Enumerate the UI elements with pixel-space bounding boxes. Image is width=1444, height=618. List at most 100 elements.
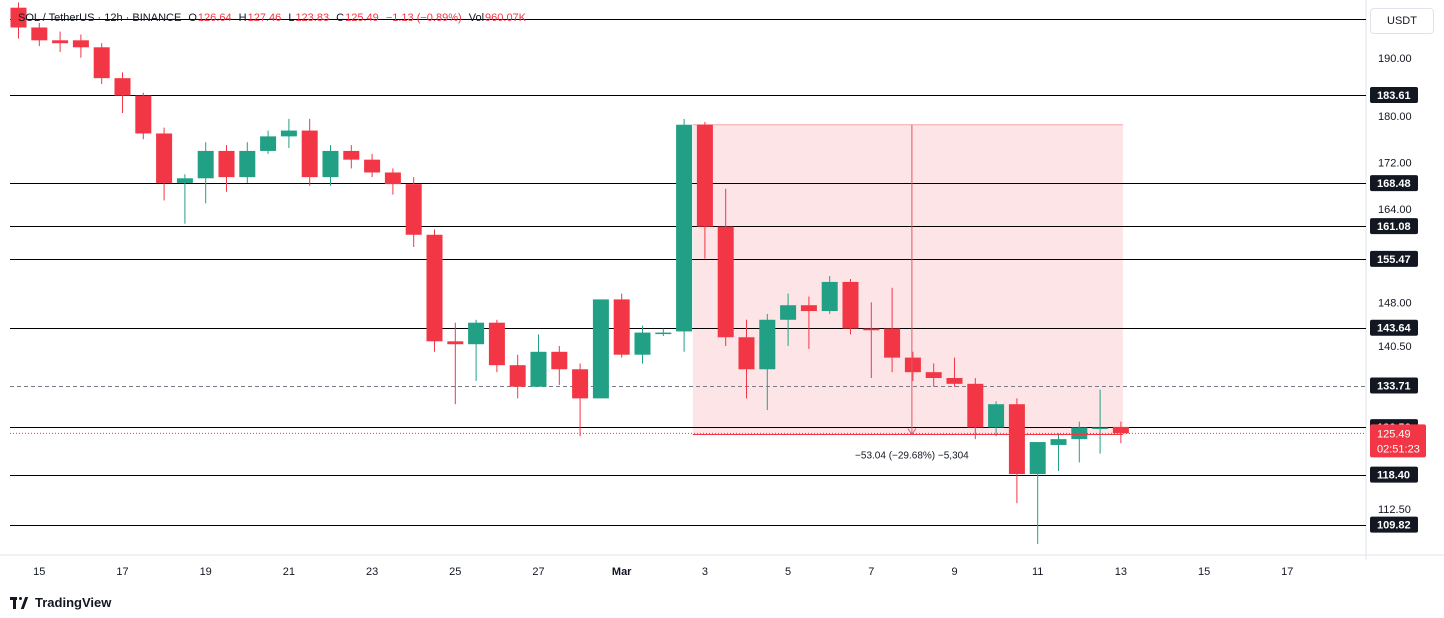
- candle-18: [384, 168, 401, 195]
- candle-body: [1050, 439, 1067, 445]
- x-tick-label-2: 19: [200, 566, 212, 578]
- x-tick-label-8: 3: [702, 566, 708, 578]
- x-tick-label-0: 15: [33, 566, 45, 578]
- candle-body: [176, 178, 193, 183]
- candle-7: [156, 127, 173, 201]
- candle-32: [676, 118, 693, 352]
- level-label-text: 118.40: [1377, 470, 1410, 482]
- candle-body: [1029, 442, 1046, 475]
- current-price-label: 125.49 02:51:23: [1370, 424, 1426, 458]
- candle-39: [821, 276, 838, 314]
- candle-1: [31, 22, 48, 47]
- legend-symbol: SOL / TetherUS: [18, 12, 95, 24]
- candle-body: [821, 281, 838, 312]
- x-tick-label-4: 23: [366, 566, 378, 578]
- candle-10: [218, 145, 235, 192]
- candle-body: [10, 7, 27, 28]
- candle-body: [52, 40, 69, 44]
- level-label-bg: [1370, 86, 1418, 103]
- legend-vol-label: Vol: [468, 12, 485, 24]
- tradingview-icon: [10, 596, 30, 609]
- candle-5: [114, 72, 131, 114]
- candle-30: [634, 325, 651, 364]
- candle-body: [551, 351, 568, 370]
- candle-body: [280, 130, 297, 137]
- candle-body: [447, 341, 464, 345]
- legend-change: −1.13 (−0.89%): [385, 12, 462, 24]
- legend-high: 127.46: [247, 12, 282, 24]
- candle-15: [322, 145, 339, 186]
- candle-body: [114, 78, 131, 96]
- candle-27: [572, 363, 589, 437]
- candle-body: [72, 40, 89, 48]
- candle-33: [696, 121, 713, 259]
- level-label-text: 183.61: [1377, 90, 1411, 102]
- candle-45: [946, 357, 963, 387]
- candle-48: [1008, 398, 1025, 504]
- candle-16: [343, 145, 360, 169]
- candle-body: [260, 136, 277, 151]
- level-label-text: 109.82: [1377, 520, 1411, 532]
- candle-3: [72, 34, 89, 58]
- candle-34: [717, 188, 734, 346]
- measure-arrowhead: [907, 428, 917, 436]
- level-label-bg: [1370, 466, 1418, 483]
- level-label-0: 183.61: [1370, 86, 1418, 103]
- candle-body: [717, 226, 734, 338]
- candle-body: [488, 322, 505, 366]
- candle-body: [31, 27, 48, 41]
- candle-41: [863, 302, 880, 378]
- candle-body: [925, 372, 942, 378]
- candle-body: [343, 150, 360, 160]
- candle-23: [488, 319, 505, 373]
- candle-46: [967, 378, 984, 440]
- level-label-bg: [1370, 250, 1418, 267]
- legend-volume: 960.07K: [485, 12, 527, 24]
- current-price-value: 125.49: [1377, 428, 1411, 440]
- candle-body: [156, 133, 173, 183]
- level-label-4: 143.64: [1370, 319, 1418, 336]
- candle-8: [176, 174, 193, 224]
- x-tick-label-1: 17: [116, 566, 128, 578]
- legend-interval: 12h: [104, 12, 123, 24]
- candle-body: [135, 95, 152, 134]
- candle-38: [800, 296, 817, 349]
- candle-31: [655, 328, 672, 337]
- y-tick-label-6: 112.50: [1378, 504, 1411, 516]
- candle-28: [592, 299, 609, 399]
- candle-40: [842, 279, 859, 335]
- x-tick-label-3: 21: [283, 566, 295, 578]
- candle-body: [1092, 427, 1109, 429]
- chart-legend: SOL / TetherUS · 12h · BINANCE O126.64 H…: [18, 12, 527, 24]
- candle-body: [197, 150, 214, 179]
- candle-body: [759, 319, 776, 370]
- candle-body: [572, 369, 589, 399]
- candle-25: [530, 334, 547, 387]
- tradingview-logo[interactable]: TradingView: [10, 595, 111, 610]
- candle-44: [925, 363, 942, 387]
- y-tick-label-5: 140.50: [1378, 341, 1412, 353]
- legend-open: 126.64: [197, 12, 232, 24]
- y-tick-label-0: 190.00: [1378, 53, 1412, 65]
- level-label-text: 133.71: [1377, 381, 1411, 393]
- candle-43: [904, 351, 921, 381]
- candle-0: [10, 2, 27, 39]
- candle-body: [1008, 404, 1025, 475]
- level-label-bg: [1370, 319, 1418, 336]
- x-tick-label-9: 5: [785, 566, 791, 578]
- candle-9: [197, 142, 214, 204]
- candle-13: [280, 118, 297, 149]
- candle-body: [301, 130, 318, 178]
- candle-50: [1050, 433, 1067, 472]
- x-tick-label-11: 9: [951, 566, 957, 578]
- level-label-7: 118.40: [1370, 466, 1418, 483]
- level-label-8: 109.82: [1370, 516, 1418, 533]
- candle-11: [239, 142, 256, 183]
- currency-selector[interactable]: USDT: [1370, 8, 1434, 34]
- legend-close-label: C: [336, 12, 345, 24]
- candle-body: [218, 150, 235, 178]
- candle-body: [592, 299, 609, 399]
- level-label-bg: [1370, 218, 1418, 235]
- legend-low-label: L: [288, 12, 295, 24]
